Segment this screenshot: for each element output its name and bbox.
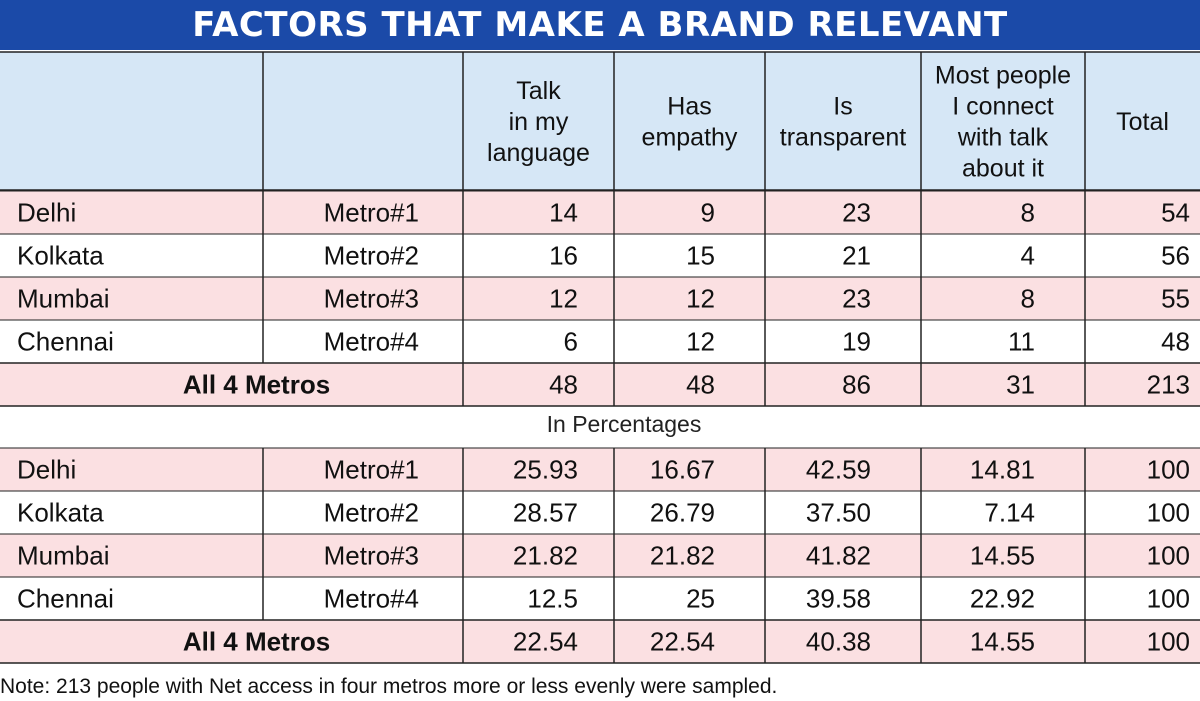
total-value: 14.55	[970, 627, 1035, 657]
total-value: 213	[1147, 370, 1190, 400]
cell-value: 48	[1161, 327, 1190, 357]
total-value: 22.54	[650, 627, 715, 657]
cell-value: 7.14	[984, 498, 1035, 528]
cell-value: 19	[842, 327, 871, 357]
table-row	[0, 234, 1200, 277]
cell-value: 8	[1021, 284, 1035, 314]
cell-value: 21	[842, 241, 871, 271]
metro-label: Metro#2	[324, 241, 419, 271]
column-header: with talk	[957, 124, 1049, 152]
column-header: Talk	[516, 77, 561, 105]
cell-value: 100	[1147, 455, 1190, 485]
column-header: I connect	[952, 93, 1054, 121]
footnote: Note: 213 people with Net access in four…	[0, 675, 778, 698]
total-value: 100	[1147, 627, 1190, 657]
city-label: Chennai	[17, 327, 114, 357]
total-label: All 4 Metros	[183, 627, 330, 657]
cell-value: 100	[1147, 584, 1190, 614]
total-row	[0, 620, 1200, 663]
metro-label: Metro#4	[324, 327, 419, 357]
cell-value: 12.5	[527, 584, 578, 614]
total-value: 31	[1006, 370, 1035, 400]
total-row	[0, 363, 1200, 406]
cell-value: 16	[549, 241, 578, 271]
city-label: Mumbai	[17, 541, 109, 571]
cell-value: 26.79	[650, 498, 715, 528]
cell-value: 25.93	[513, 455, 578, 485]
cell-value: 22.92	[970, 584, 1035, 614]
cell-value: 14.81	[970, 455, 1035, 485]
header-band	[0, 52, 1200, 190]
cell-value: 12	[686, 284, 715, 314]
cell-value: 56	[1161, 241, 1190, 271]
cell-value: 12	[549, 284, 578, 314]
column-header: Total	[1116, 108, 1169, 136]
total-value: 22.54	[513, 627, 578, 657]
table-row	[0, 491, 1200, 534]
cell-value: 8	[1021, 198, 1035, 228]
metro-label: Metro#1	[324, 198, 419, 228]
cell-value: 15	[686, 241, 715, 271]
column-header: empathy	[642, 124, 738, 152]
table-title: FACTORS THAT MAKE A BRAND RELEVANT	[0, 0, 1200, 50]
cell-value: 4	[1021, 241, 1035, 271]
column-header: Most people	[935, 62, 1071, 90]
section-label: In Percentages	[547, 411, 702, 437]
cell-value: 25	[686, 584, 715, 614]
city-label: Chennai	[17, 584, 114, 614]
metro-label: Metro#3	[324, 541, 419, 571]
cell-value: 16.67	[650, 455, 715, 485]
column-header: Has	[667, 93, 711, 121]
cell-value: 21.82	[513, 541, 578, 571]
column-header: about it	[962, 155, 1044, 183]
metro-label: Metro#4	[324, 584, 419, 614]
city-label: Kolkata	[17, 241, 104, 271]
metro-label: Metro#1	[324, 455, 419, 485]
column-header: Is	[833, 93, 852, 121]
column-header: transparent	[780, 124, 907, 152]
cell-value: 28.57	[513, 498, 578, 528]
city-label: Kolkata	[17, 498, 104, 528]
total-value: 40.38	[806, 627, 871, 657]
metro-label: Metro#3	[324, 284, 419, 314]
cell-value: 11	[1008, 327, 1035, 357]
cell-value: 42.59	[806, 455, 871, 485]
total-label: All 4 Metros	[183, 370, 330, 400]
cell-value: 41.82	[806, 541, 871, 571]
column-header: in my	[509, 108, 569, 136]
cell-value: 54	[1161, 198, 1190, 228]
table-row	[0, 191, 1200, 234]
cell-value: 21.82	[650, 541, 715, 571]
cell-value: 14.55	[970, 541, 1035, 571]
total-value: 48	[686, 370, 715, 400]
data-table: Talk in my language Has empathy Is transparent…	[0, 51, 1200, 664]
table-row	[0, 320, 1200, 363]
cell-value: 23	[842, 284, 871, 314]
city-label: Delhi	[17, 455, 76, 485]
cell-value: 12	[686, 327, 715, 357]
cell-value: 14	[549, 198, 578, 228]
cell-value: 37.50	[806, 498, 871, 528]
cell-value: 23	[842, 198, 871, 228]
cell-value: 100	[1147, 498, 1190, 528]
column-header: language	[487, 139, 590, 167]
table-row	[0, 577, 1200, 620]
cell-value: 55	[1161, 284, 1190, 314]
metro-label: Metro#2	[324, 498, 419, 528]
city-label: Delhi	[17, 198, 76, 228]
cell-value: 9	[701, 198, 715, 228]
table-row	[0, 277, 1200, 320]
city-label: Mumbai	[17, 284, 109, 314]
cell-value: 39.58	[806, 584, 871, 614]
cell-value: 6	[564, 327, 578, 357]
total-value: 48	[549, 370, 578, 400]
table-row	[0, 448, 1200, 491]
table-row	[0, 534, 1200, 577]
cell-value: 100	[1147, 541, 1190, 571]
total-value: 86	[842, 370, 871, 400]
